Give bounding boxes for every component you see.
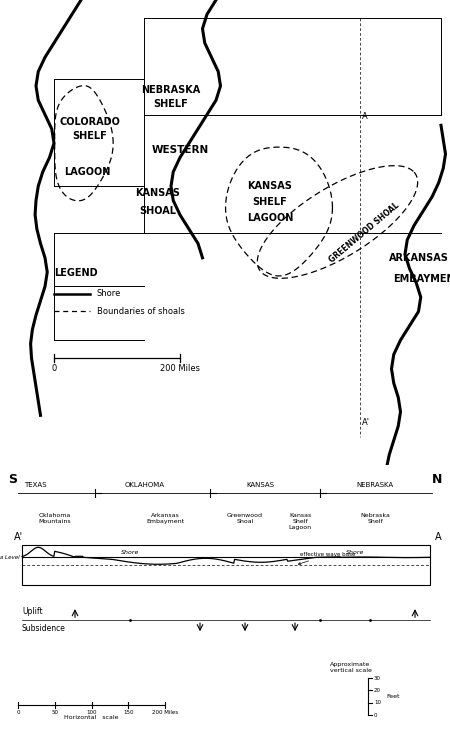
Text: NEBRASKA: NEBRASKA [141,84,201,95]
Text: Shore: Shore [346,550,364,556]
Text: KANSAS: KANSAS [135,188,180,199]
Text: Nebraska
Shelf: Nebraska Shelf [360,513,390,524]
Text: Approximate
vertical scale: Approximate vertical scale [330,663,372,673]
Text: Sea Level: Sea Level [0,555,20,560]
Text: A': A' [362,418,370,427]
Bar [22,545,430,585]
Text: 50: 50 [51,710,58,715]
Text: Subsidence: Subsidence [22,625,66,633]
Text: TEXAS: TEXAS [24,482,46,488]
Text: Kansas
Shelf
Lagoon: Kansas Shelf Lagoon [288,513,311,530]
Text: SHOAL: SHOAL [139,206,176,216]
Text: NEBRASKA: NEBRASKA [356,482,394,488]
Text: 30: 30 [374,676,381,681]
Text: Feet: Feet [386,694,400,699]
Text: 20: 20 [374,688,381,693]
Text: GREENWOOD SHOAL: GREENWOOD SHOAL [328,201,401,265]
Text: 0: 0 [51,364,57,372]
Text: Horizontal   scale: Horizontal scale [64,715,119,720]
Text: LEGEND: LEGEND [54,268,98,278]
Text: Boundaries of shoals: Boundaries of shoals [97,307,184,316]
Text: ARKANSAS: ARKANSAS [388,253,449,263]
Text: COLORADO: COLORADO [59,117,121,127]
Text: 100: 100 [86,710,97,715]
Text: Arkansas
Embayment: Arkansas Embayment [146,513,184,524]
Text: WESTERN: WESTERN [151,145,209,155]
Text: Shore: Shore [97,289,121,298]
Text: Oklahoma
Mountains: Oklahoma Mountains [39,513,71,524]
Text: A: A [435,532,441,542]
Text: Shore: Shore [121,550,139,556]
Text: OKLAHOMA: OKLAHOMA [125,482,165,488]
Text: 0: 0 [374,712,378,718]
Text: LAGOON: LAGOON [247,213,293,224]
Text: A: A [362,112,368,121]
Text: SHELF: SHELF [252,197,288,207]
Text: EMBAYMENT: EMBAYMENT [393,274,450,284]
Text: effective wave base: effective wave base [298,552,356,564]
Text: 10: 10 [374,700,381,705]
Text: 0: 0 [16,710,20,715]
Text: 200 Miles: 200 Miles [160,364,200,372]
Text: SHELF: SHELF [153,99,189,108]
Text: SHELF: SHELF [72,131,108,141]
Text: Greenwood
Shoal: Greenwood Shoal [227,513,263,524]
Text: S: S [8,474,17,487]
Text: A': A' [14,532,22,542]
Text: KANSAS: KANSAS [248,181,292,191]
Text: 200 Miles: 200 Miles [152,710,178,715]
Text: LAGOON: LAGOON [64,167,111,177]
Text: 150: 150 [123,710,134,715]
Text: KANSAS: KANSAS [246,482,274,488]
Text: N: N [432,474,442,487]
Text: Uplift: Uplift [22,607,43,616]
